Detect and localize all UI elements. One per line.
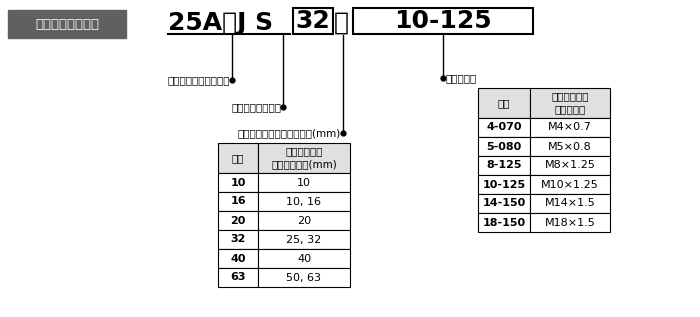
- Bar: [258, 268, 350, 287]
- Text: 32: 32: [230, 235, 246, 244]
- Text: 32: 32: [295, 9, 330, 33]
- Text: 16: 16: [230, 197, 246, 206]
- Text: M8×1.25: M8×1.25: [545, 160, 596, 171]
- Text: ステンレスタイプ: ステンレスタイプ: [35, 17, 99, 30]
- Text: 8-125: 8-125: [486, 160, 522, 171]
- Text: 記号: 記号: [232, 153, 244, 163]
- Bar: [218, 249, 258, 268]
- Text: 20: 20: [230, 216, 246, 225]
- Bar: [218, 143, 258, 173]
- Text: 二次電池対応シリーズ: 二次電池対応シリーズ: [167, 75, 230, 85]
- Text: 10-125: 10-125: [394, 9, 492, 33]
- Bar: [530, 88, 610, 118]
- Bar: [258, 192, 350, 211]
- Text: 5-080: 5-080: [486, 141, 522, 152]
- Bar: [478, 137, 530, 156]
- Bar: [530, 213, 610, 232]
- Text: 40: 40: [297, 254, 311, 263]
- Bar: [218, 192, 258, 211]
- Text: 10: 10: [230, 178, 246, 187]
- Bar: [218, 211, 258, 230]
- Text: ねじの呼び: ねじの呼び: [446, 73, 477, 83]
- Text: 18-150: 18-150: [482, 217, 526, 228]
- Bar: [478, 118, 530, 137]
- Bar: [258, 143, 350, 173]
- Text: 25A－J S: 25A－J S: [168, 11, 273, 35]
- Bar: [293, 8, 333, 34]
- Bar: [530, 137, 610, 156]
- Text: 適用シリンダチューブ内径(mm): 適用シリンダチューブ内径(mm): [238, 128, 341, 138]
- Bar: [218, 230, 258, 249]
- Text: 適用シリンダ
チューブ内径(mm): 適用シリンダ チューブ内径(mm): [271, 146, 337, 170]
- Text: 10, 16: 10, 16: [286, 197, 321, 206]
- Text: 10: 10: [297, 178, 311, 187]
- Bar: [218, 173, 258, 192]
- Text: ステンレスタイプ: ステンレスタイプ: [231, 102, 281, 112]
- Bar: [530, 118, 610, 137]
- Bar: [478, 213, 530, 232]
- Text: 50, 63: 50, 63: [286, 273, 321, 282]
- Text: 4-070: 4-070: [486, 122, 522, 133]
- Bar: [478, 156, 530, 175]
- Text: 25, 32: 25, 32: [286, 235, 321, 244]
- Text: 10-125: 10-125: [482, 179, 526, 190]
- Bar: [258, 211, 350, 230]
- Bar: [530, 175, 610, 194]
- Text: M5×0.8: M5×0.8: [548, 141, 592, 152]
- Text: M14×1.5: M14×1.5: [545, 198, 596, 209]
- Bar: [258, 249, 350, 268]
- Bar: [530, 156, 610, 175]
- Text: 20: 20: [297, 216, 311, 225]
- Bar: [258, 230, 350, 249]
- Text: 14-150: 14-150: [482, 198, 526, 209]
- Text: 記号: 記号: [498, 98, 510, 108]
- Text: －: －: [334, 11, 349, 35]
- Text: 63: 63: [230, 273, 246, 282]
- Bar: [478, 175, 530, 194]
- Bar: [530, 194, 610, 213]
- Text: 40: 40: [230, 254, 246, 263]
- Bar: [353, 8, 533, 34]
- Text: M10×1.25: M10×1.25: [541, 179, 599, 190]
- Text: 適用シリンダ
ねじの呼び: 適用シリンダ ねじの呼び: [552, 91, 589, 115]
- Bar: [8, 10, 126, 38]
- Bar: [218, 268, 258, 287]
- Text: M4×0.7: M4×0.7: [548, 122, 592, 133]
- Bar: [258, 173, 350, 192]
- Text: M18×1.5: M18×1.5: [545, 217, 596, 228]
- Bar: [478, 194, 530, 213]
- Bar: [478, 88, 530, 118]
